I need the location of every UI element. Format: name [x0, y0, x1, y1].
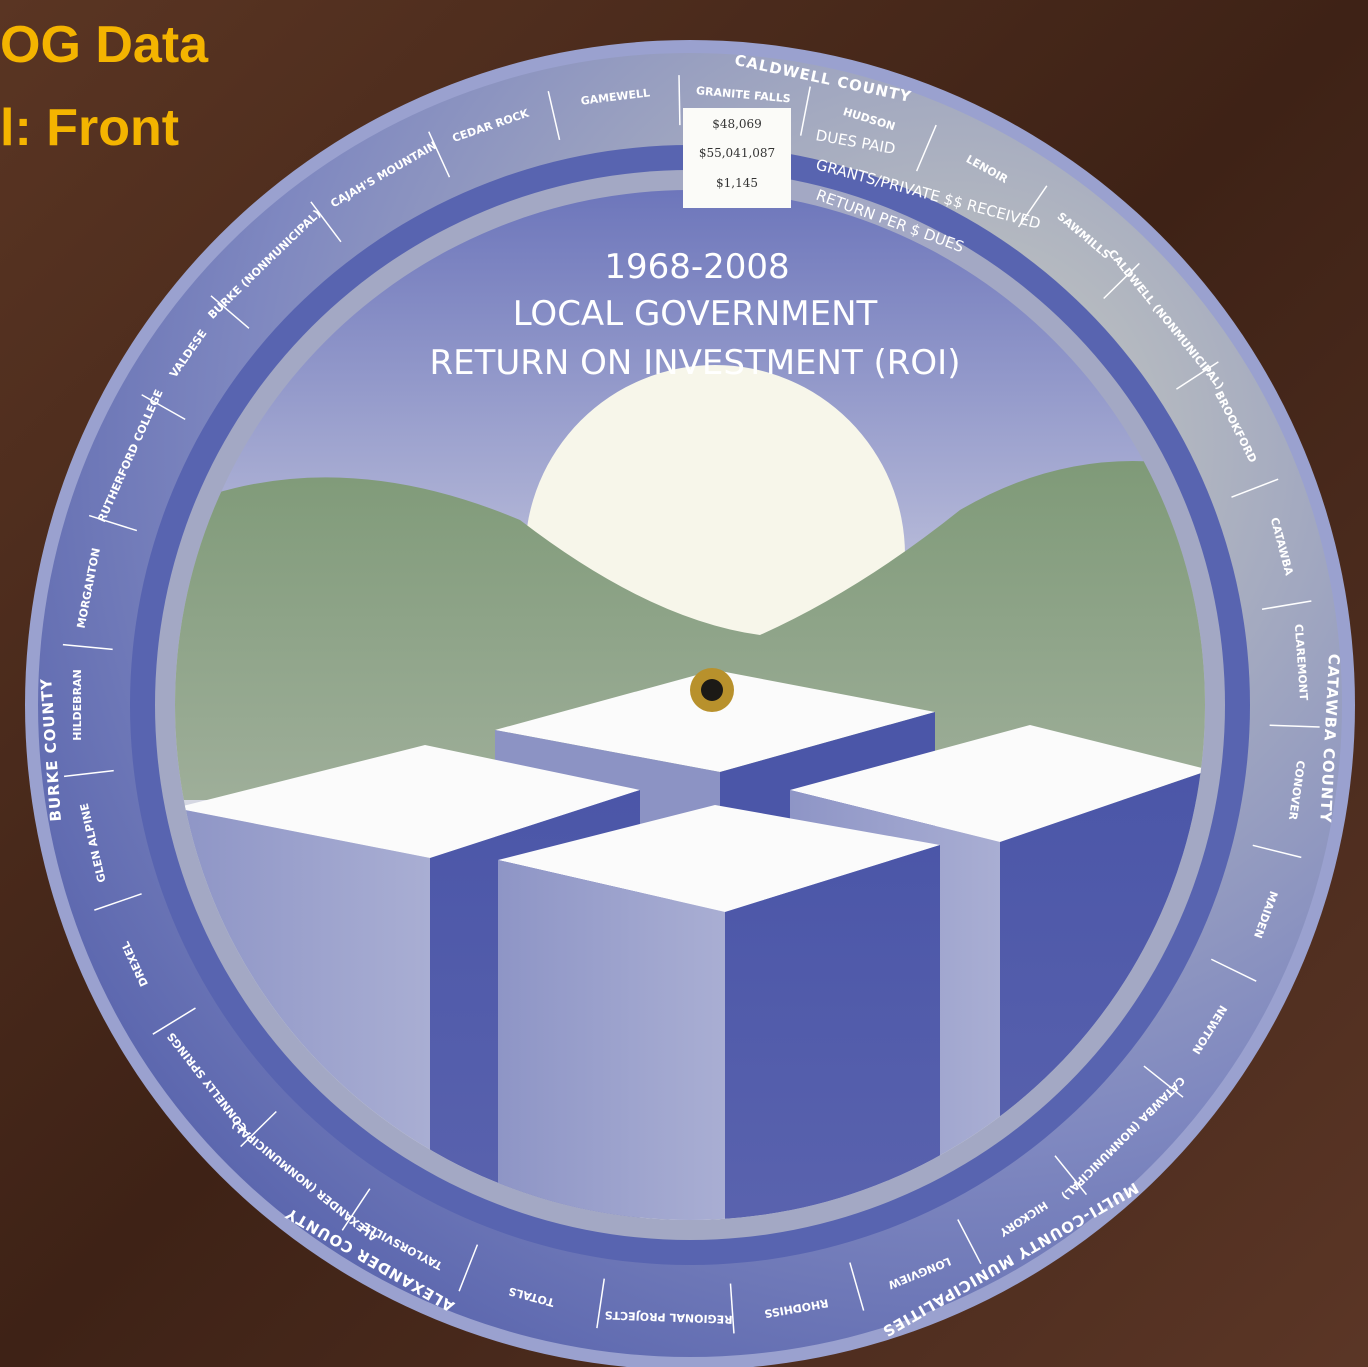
window-value: $55,041,087	[699, 146, 775, 160]
header-line: OG Data	[0, 16, 209, 74]
grommet-hole	[701, 679, 723, 701]
window-value: $1,145	[716, 176, 758, 190]
window-value: $48,069	[712, 117, 762, 131]
page: 1968-2008 LOCAL GOVERNMENT RETURN ON INV…	[0, 0, 1368, 1367]
center-year: 1968-2008	[604, 247, 789, 287]
header-line: l: Front	[0, 99, 179, 157]
photo: 1968-2008 LOCAL GOVERNMENT RETURN ON INV…	[0, 0, 1368, 1367]
divider	[679, 75, 680, 125]
center-title: LOCAL GOVERNMENT	[513, 294, 878, 334]
center-title: RETURN ON INVESTMENT (ROI)	[430, 343, 961, 383]
place-label: HILDEBRAN	[71, 669, 84, 741]
